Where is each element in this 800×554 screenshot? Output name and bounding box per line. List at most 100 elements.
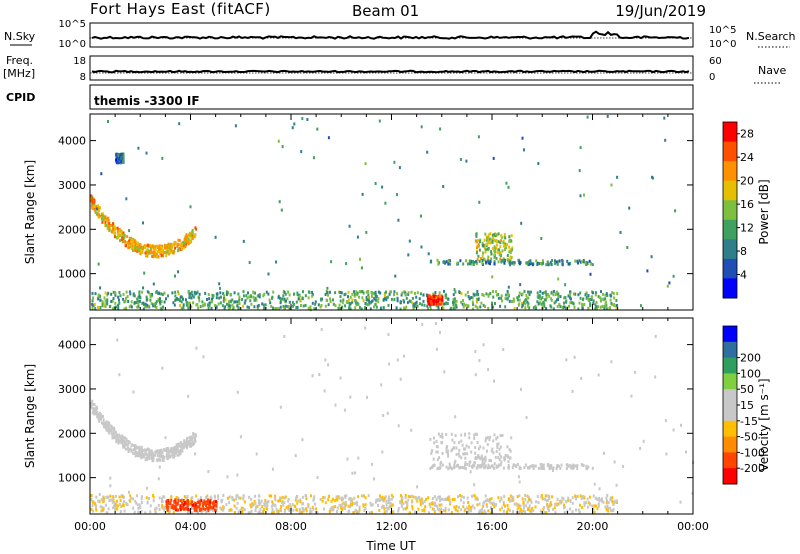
colorbar-tick-label: -15 [740,415,758,428]
power-cell [466,262,469,266]
power-cell [117,303,120,307]
velocity-cell [264,501,267,505]
velocity-cell [480,454,483,458]
power-cell [230,292,233,296]
power-cell [183,243,185,247]
velocity-cell [366,395,368,399]
velocity-cell [508,448,511,452]
power-cell [362,299,365,303]
velocity-cell [109,476,112,480]
power-cell [394,274,397,278]
power-cell [463,302,465,306]
power-cell [312,156,315,160]
power-cell [138,295,141,299]
power-cell [375,295,378,298]
power-cell [407,291,410,295]
velocity-cell [401,495,404,499]
power-cell [155,290,158,294]
power-cell [537,296,540,300]
power-cell [569,301,572,305]
velocity-cell [473,494,476,498]
velocity-cell [159,458,161,462]
power-cell [439,300,442,304]
power-cell [516,298,519,302]
power-cell [123,307,126,311]
velocity-cell [123,509,126,513]
power-cell [141,290,144,294]
velocity-cell [431,497,434,500]
power-cell [151,292,154,296]
velocity-cell [468,432,471,436]
velocity-cell [144,450,147,454]
power-cell [521,305,524,309]
power-cell [404,293,407,296]
power-cell [334,304,337,308]
velocity-cell [470,450,473,454]
power-cell [145,244,148,248]
velocity-cell [481,461,484,464]
velocity-cell [91,411,94,415]
velocity-cell [483,457,486,461]
velocity-cell [161,504,163,508]
velocity-cell [469,509,472,513]
power-cell [500,235,503,239]
velocity-cell [451,438,454,442]
power-cell [487,233,490,237]
velocity-cell [577,508,580,512]
velocity-cell [602,500,605,504]
velocity-cell [217,496,220,500]
velocity-cell [466,463,469,466]
velocity-cell [343,506,345,510]
velocity-cell [447,454,450,458]
power-cell [527,262,530,266]
velocity-cell [639,447,642,450]
velocity-cell [541,497,544,501]
power-cell [232,305,235,309]
velocity-cell [463,447,465,451]
power-cell [280,208,283,212]
power-cell [471,296,474,300]
velocity-cell [511,495,513,499]
velocity-cell [439,509,442,513]
velocity-cell [477,455,480,459]
power-cell [267,292,270,296]
velocity-cell [498,499,501,503]
velocity-cell [179,451,182,455]
power-cell [177,270,180,274]
velocity-cell [448,498,451,502]
velocity-cell [165,503,168,507]
velocity-cell [397,507,400,510]
velocity-cell [157,454,160,457]
power-cell [508,250,511,254]
velocity-cell [611,500,614,504]
velocity-cell [157,503,160,507]
power-colorbar-label: Power [dB] [757,179,771,244]
velocity-cell [141,452,144,456]
power-cell [223,294,226,298]
power-cell [559,305,562,308]
velocity-cell [459,494,461,497]
velocity-cell [90,507,93,511]
power-cell [559,295,562,299]
power-cell [339,299,342,303]
power-cell [188,301,191,305]
power-cell [245,294,248,298]
power-cell [374,182,377,185]
power-cell [459,158,462,161]
power-cell [349,307,352,311]
power-cell [377,300,380,304]
power-cell [374,298,377,302]
velocity-cell [112,498,115,502]
velocity-cell [563,510,566,514]
power-cell [190,296,193,300]
power-cell [340,291,343,295]
velocity-cell [242,506,245,510]
velocity-cell [146,453,149,457]
velocity-cell [610,509,613,513]
power-cell [314,300,317,304]
velocity-cell [173,505,175,508]
velocity-cell [311,506,314,510]
power-cell [136,246,139,250]
power-cell [101,220,104,224]
power-cell [555,260,558,264]
